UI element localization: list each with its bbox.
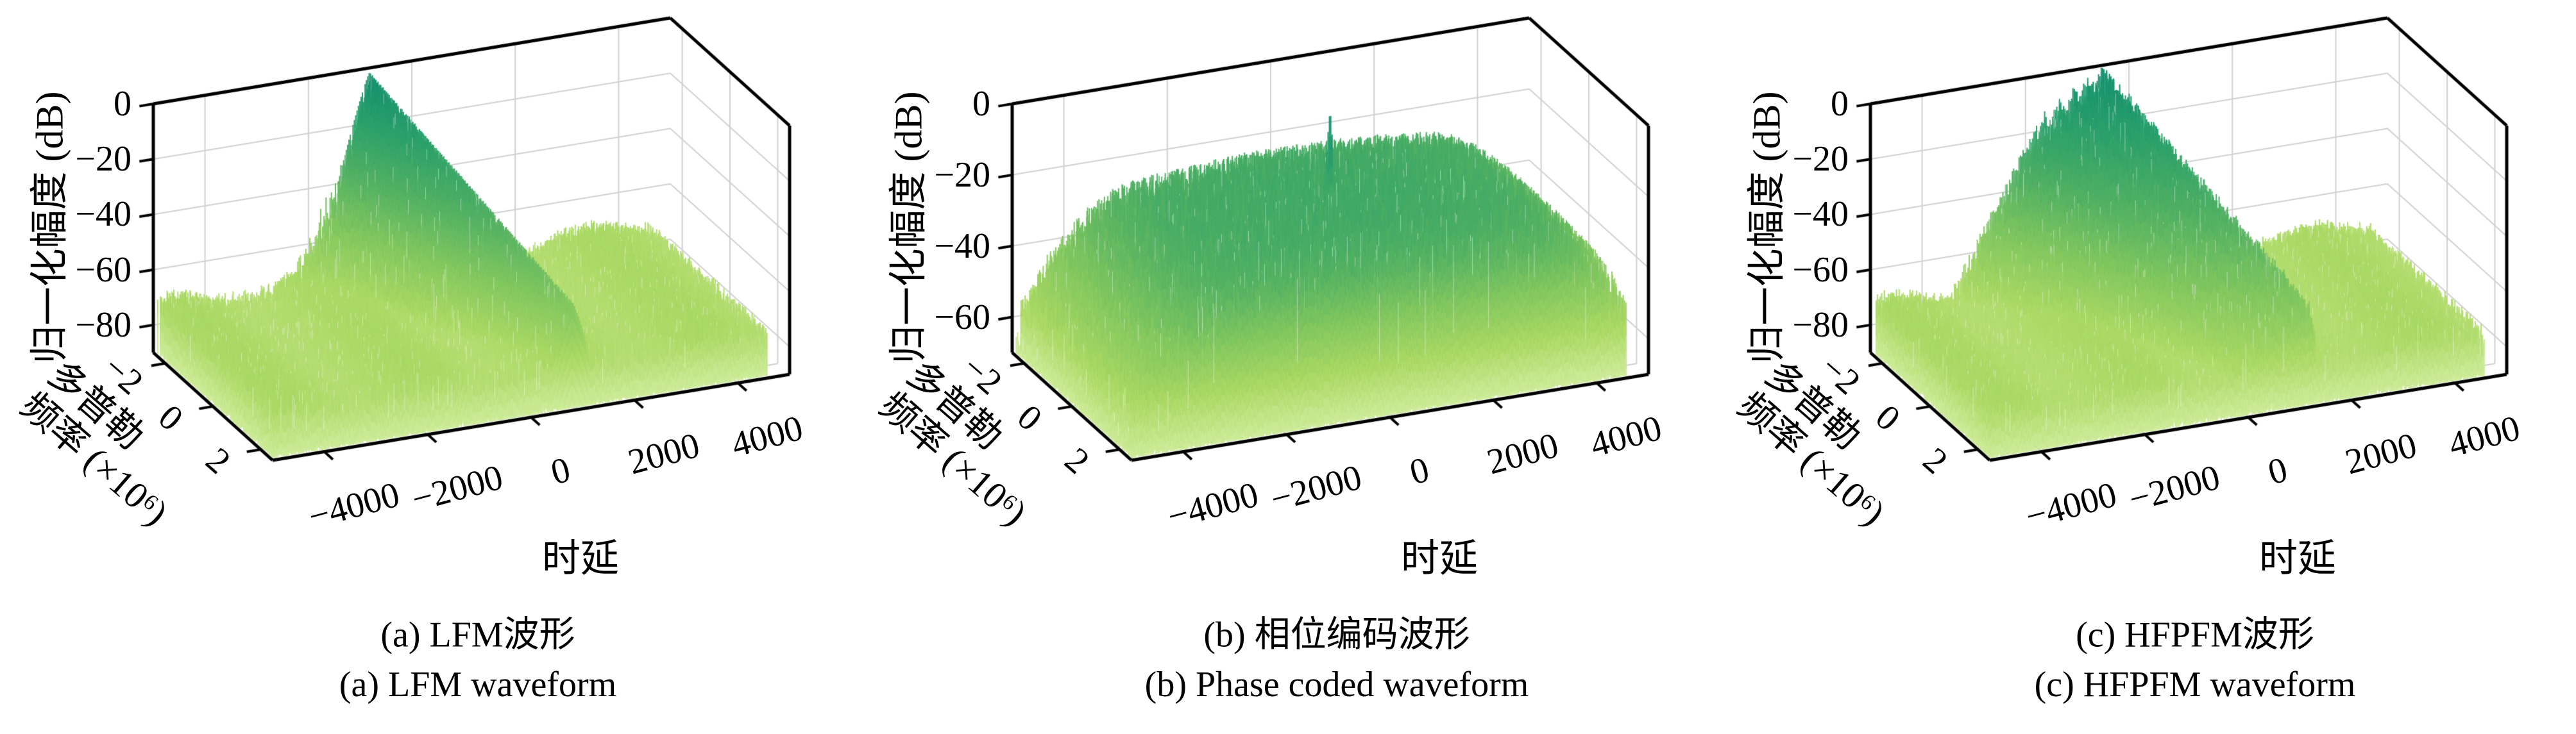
surface-plot-canvas-lfm	[0, 0, 859, 606]
z-axis-label: 归一化幅度 (dB)	[1745, 91, 1788, 364]
z-tick-label: −40	[75, 194, 131, 235]
chart-panel-hfpfm: 归一化幅度 (dB) 多普勒 频率 (×10⁶) 时延 0 −20 −40 −60 −8…	[1717, 0, 2576, 734]
z-tick-label: −20	[1792, 139, 1849, 179]
chart-panel-phase-coded: 归一化幅度 (dB) 多普勒 频率 (×10⁶) 时延 0 −20 −40 −60 −4…	[859, 0, 1718, 734]
surface-plot-canvas-hfpfm	[1717, 0, 2576, 606]
z-tick-label: −60	[934, 297, 990, 337]
z-tick-label: −20	[934, 154, 990, 195]
z-tick-label: −80	[75, 304, 131, 345]
z-tick-label: −60	[75, 249, 131, 290]
z-axis-label: 归一化幅度 (dB)	[887, 91, 930, 364]
chart-panel-lfm: 归一化幅度 (dB) 多普勒 频率 (×10⁶) 时延 0 −20 −40 −60 −8…	[0, 0, 859, 734]
z-tick-label: −80	[1792, 304, 1849, 345]
caption-en: (a) LFM waveform	[339, 665, 617, 705]
delay-axis-label: 时延	[1401, 537, 1478, 580]
z-axis-label: 归一化幅度 (dB)	[28, 91, 71, 364]
z-tick-label: 0	[1831, 84, 1849, 124]
delay-axis-label: 时延	[2259, 537, 2336, 580]
z-tick-label: −40	[934, 226, 990, 266]
caption-en: (b) Phase coded waveform	[1144, 665, 1529, 705]
z-tick-label: −60	[1792, 249, 1849, 290]
z-tick-label: −40	[1792, 194, 1849, 235]
delay-axis-label: 时延	[542, 537, 619, 580]
z-tick-label: −20	[75, 139, 131, 179]
z-tick-label: 0	[114, 84, 131, 124]
caption-en: (c) HFPFM waveform	[2034, 665, 2356, 705]
caption-cn: (c) HFPFM波形	[2076, 615, 2314, 655]
caption-cn: (a) LFM波形	[380, 615, 575, 655]
surface-plot-canvas-phase-coded	[859, 0, 1718, 606]
z-tick-label: 0	[972, 84, 990, 124]
caption-cn: (b) 相位编码波形	[1203, 615, 1470, 655]
